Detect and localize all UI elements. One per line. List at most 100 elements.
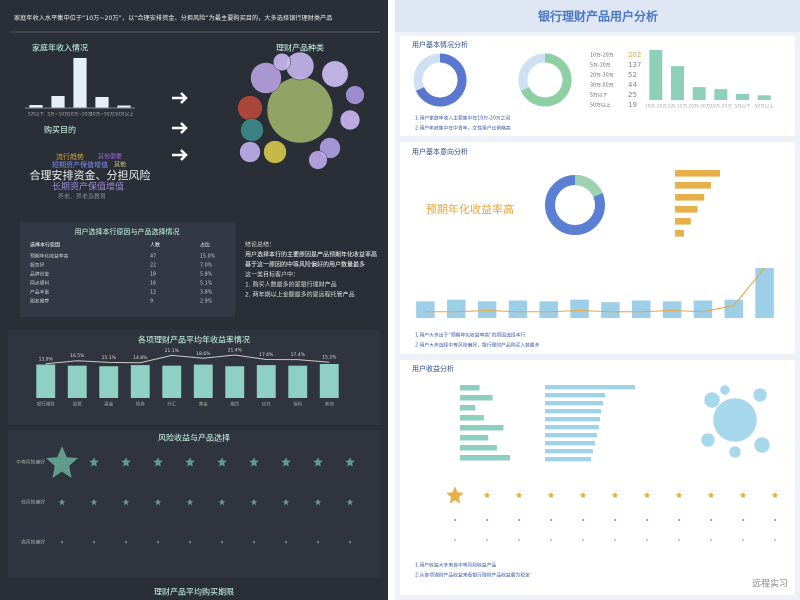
list-label: 30万-50万	[590, 83, 614, 89]
bar	[693, 300, 713, 318]
x-label: 期货	[230, 401, 239, 408]
table-cell: 5.8%	[200, 272, 213, 278]
star-mark	[483, 491, 491, 499]
word: 其他	[114, 161, 126, 169]
x-label: 股票	[73, 402, 82, 408]
star-mark	[124, 540, 128, 544]
x-label: 10万~20万	[68, 112, 93, 118]
x-label: 外汇	[167, 401, 176, 408]
bar	[508, 300, 528, 318]
dot	[678, 519, 680, 521]
bar	[460, 445, 497, 451]
dot	[678, 539, 680, 541]
star-mark	[92, 540, 96, 544]
star-mark	[60, 540, 64, 544]
bar	[73, 58, 87, 108]
star-mark	[217, 457, 227, 467]
dot	[486, 539, 488, 541]
list-label: 10万-20万	[590, 53, 614, 59]
word: 其他需要	[98, 153, 122, 161]
list-label: 5万以下	[590, 93, 608, 99]
table-cell: 12	[150, 290, 156, 296]
list-label: 5万-10万	[590, 63, 611, 69]
dot	[774, 539, 776, 541]
bar	[193, 364, 213, 398]
donut-arc	[574, 174, 603, 198]
note: 2.从各项理财产品收益来看银行理财产品收益最为稳定	[415, 572, 530, 579]
value-label: 15.2%	[322, 355, 337, 361]
page-title: 银行理财产品用户分析	[538, 9, 658, 24]
bar	[675, 206, 698, 213]
star-mark	[346, 498, 354, 506]
bar	[460, 435, 489, 441]
note: 1.用户收益大多来自中等风险收益产品	[415, 562, 497, 569]
note: 2.用户大多选择中等风险偏好，银行理财产品购买人数最多	[415, 342, 540, 349]
row-label: 低风险偏好	[21, 499, 45, 506]
dot	[710, 519, 712, 521]
table-cell: 品牌信誉	[30, 271, 49, 278]
list-label: 50万以上	[590, 102, 611, 109]
list-value: 202	[628, 51, 641, 59]
x-label: 银行理财	[37, 401, 55, 408]
bar	[724, 299, 743, 318]
bubble	[719, 384, 731, 396]
bubble	[319, 137, 341, 159]
table-cell: 2.9%	[200, 299, 213, 305]
table-cell: 9	[150, 299, 153, 305]
bar	[755, 268, 774, 318]
line	[45, 354, 330, 365]
bar	[570, 299, 589, 318]
star-mark	[188, 540, 192, 544]
table-cell: 18	[150, 272, 156, 278]
star-mark	[250, 498, 258, 506]
x-label: 信托	[262, 401, 271, 408]
dot	[518, 519, 520, 521]
bar	[601, 302, 620, 318]
value-label: 21.4%	[228, 348, 243, 354]
note: 1.用户家庭年收入主要集中在10万-20万之间	[415, 115, 510, 122]
bar	[319, 364, 339, 398]
table-cell: 服务好	[30, 262, 45, 269]
right: 银行理财产品用户分析 用户基本情况分析 用户基本意向分析 预期年化收益率高 用户…	[400, 9, 795, 595]
word: 长期资产保值增值	[52, 181, 124, 193]
section-title: 理财产品平均购买期限	[154, 587, 234, 597]
x-label: 5万以下	[734, 104, 751, 110]
star-mark	[220, 540, 224, 544]
bar	[460, 425, 504, 431]
bar	[99, 366, 119, 398]
bar	[416, 301, 435, 318]
table-card	[20, 222, 235, 317]
star-mark	[345, 457, 355, 467]
bubble	[728, 445, 742, 459]
bar	[545, 401, 603, 406]
bubble	[308, 150, 328, 170]
bubble	[339, 109, 361, 131]
star-mark	[316, 540, 320, 544]
bar	[675, 194, 705, 201]
row-label: 中等风险偏好	[16, 459, 45, 466]
x-label: 5万~10万	[47, 112, 69, 118]
conclusion-line: 1. 购买人数最多的是银行理财产品	[245, 281, 337, 289]
dot	[550, 519, 552, 521]
bar	[662, 301, 682, 318]
bar	[545, 385, 635, 390]
dot	[646, 519, 648, 521]
table-cell: 16	[150, 281, 156, 287]
bar	[675, 218, 691, 225]
table-header: 人数	[150, 242, 160, 249]
bar	[632, 300, 651, 318]
list-value: 52	[628, 71, 637, 79]
star-mark	[153, 457, 163, 467]
word: 流行趋势	[56, 152, 84, 161]
table-cell: 47	[150, 254, 156, 260]
star-mark	[643, 491, 651, 499]
value-label: 17.6%	[259, 352, 274, 358]
section-title: 风险收益与产品选择	[158, 433, 230, 443]
star-mark	[611, 491, 619, 499]
bubble	[321, 60, 349, 88]
section-title: 用户选择本行原因与产品选择情况	[75, 227, 180, 236]
bubble	[345, 85, 365, 105]
x-label: 保险	[293, 401, 302, 408]
bar	[545, 457, 591, 462]
x-label: 50万以上	[114, 111, 134, 118]
